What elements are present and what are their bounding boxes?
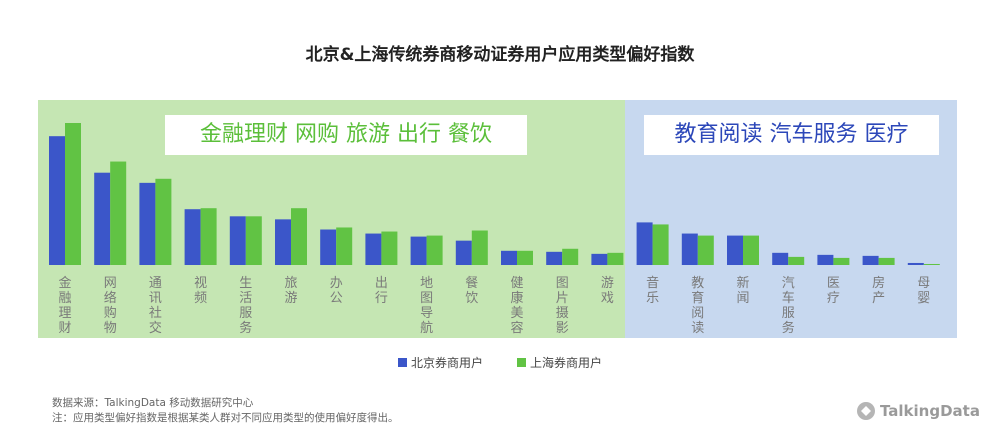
bar-beijing-11	[546, 251, 563, 265]
category-label-2: 通讯社交	[149, 276, 162, 336]
bar-beijing-3	[184, 209, 201, 265]
legend-swatch-beijing	[397, 358, 407, 367]
category-label-17: 医疗	[827, 276, 840, 306]
footnote-source: 数据来源：TalkingData 移动数据研究中心	[52, 397, 254, 409]
category-label-9: 餐饮	[465, 275, 478, 306]
highlight-label-right: 教育阅读 汽车服务 医疗	[644, 115, 939, 155]
category-labels-group: 金融理财 网络购物 通讯社交 视频 生活服务 旅游 办公 出行 地图导航 餐饮 健康美容 图片摄影 游戏…	[58, 275, 930, 336]
bar-beijing-15	[727, 235, 743, 265]
bar-shanghai-5	[291, 208, 307, 265]
category-label-13: 音乐	[646, 275, 659, 306]
bar-beijing-13	[636, 222, 653, 265]
category-label-18: 房产	[872, 275, 885, 306]
category-label-0: 金融理财	[58, 275, 71, 336]
bar-beijing-6	[320, 229, 337, 265]
category-label-6: 办公	[330, 276, 343, 306]
bar-shanghai-16	[788, 256, 805, 265]
category-label-19: 母婴	[917, 276, 930, 306]
bar-beijing-12	[591, 253, 608, 265]
category-label-14: 教育阅读	[691, 275, 704, 336]
bar-beijing-1	[94, 172, 111, 265]
bar-beijing-18	[862, 255, 879, 265]
bar-shanghai-9	[471, 230, 488, 265]
bar-shanghai-3	[200, 208, 217, 265]
bar-beijing-17	[817, 254, 834, 265]
bar-beijing-19	[907, 262, 924, 265]
bar-beijing-8	[410, 236, 427, 265]
bar-shanghai-19	[923, 263, 940, 265]
bar-shanghai-1	[110, 161, 127, 265]
category-label-15: 新闻	[736, 275, 749, 306]
category-label-16: 汽车服务	[782, 276, 795, 336]
highlight-label-left: 金融理财 网购 旅游 出行 餐饮	[165, 115, 527, 155]
bar-beijing-14	[681, 233, 698, 265]
bar-shanghai-8	[426, 235, 443, 265]
bar-shanghai-14	[697, 235, 714, 265]
category-label-11: 图片摄影	[556, 276, 569, 336]
bar-beijing-4	[229, 216, 246, 265]
bar-shanghai-7	[381, 231, 398, 265]
bar-shanghai-15	[743, 235, 759, 265]
bar-shanghai-13	[652, 224, 669, 265]
talkingdata-logo: TalkingData	[856, 401, 980, 421]
legend-item-shanghai: 上海券商用户	[517, 354, 602, 371]
bar-shanghai-18	[878, 257, 895, 265]
bar-shanghai-17	[833, 257, 850, 265]
legend-label-beijing: 北京券商用户	[410, 356, 483, 370]
bar-shanghai-2	[155, 178, 172, 265]
logo-mark-icon	[857, 402, 875, 420]
bar-beijing-10	[501, 250, 517, 265]
category-label-8: 地图导航	[420, 276, 433, 336]
category-label-7: 出行	[375, 276, 388, 306]
category-label-10: 健康美容	[510, 276, 523, 336]
footnote-note: 注：应用类型偏好指数是根据某类人群对不同应用类型的使用偏好度得出。	[52, 412, 399, 424]
legend-swatch-shanghai	[517, 358, 526, 367]
bar-beijing-2	[139, 182, 156, 265]
bar-shanghai-4	[245, 216, 262, 265]
legend-item-beijing: 北京券商用户	[397, 354, 483, 371]
chart-title: 北京&上海传统券商移动证券用户应用类型偏好指数	[305, 45, 695, 65]
bar-shanghai-12	[607, 252, 624, 265]
category-label-4: 生活服务	[239, 276, 252, 336]
bar-beijing-7	[365, 233, 382, 265]
bar-shanghai-6	[336, 227, 353, 265]
bar-beijing-16	[772, 252, 789, 265]
footnotes: 数据来源：TalkingData 移动数据研究中心 注：应用类型偏好指数是根据某…	[52, 396, 399, 426]
bar-beijing-9	[455, 240, 472, 265]
category-label-3: 视频	[194, 276, 207, 306]
category-label-12: 游戏	[601, 276, 614, 306]
bar-beijing-5	[275, 219, 291, 265]
bar-beijing-0	[49, 136, 65, 265]
category-label-1: 网络购物	[104, 276, 117, 336]
legend: 北京券商用户 上海券商用户	[0, 354, 1000, 371]
bar-shanghai-0	[65, 123, 81, 265]
category-label-5: 旅游	[284, 276, 297, 306]
bars-group	[49, 123, 940, 265]
legend-label-shanghai: 上海券商用户	[530, 356, 603, 370]
logo-text: TalkingData	[880, 402, 980, 420]
bar-shanghai-11	[562, 248, 579, 265]
bar-shanghai-10	[517, 250, 533, 265]
